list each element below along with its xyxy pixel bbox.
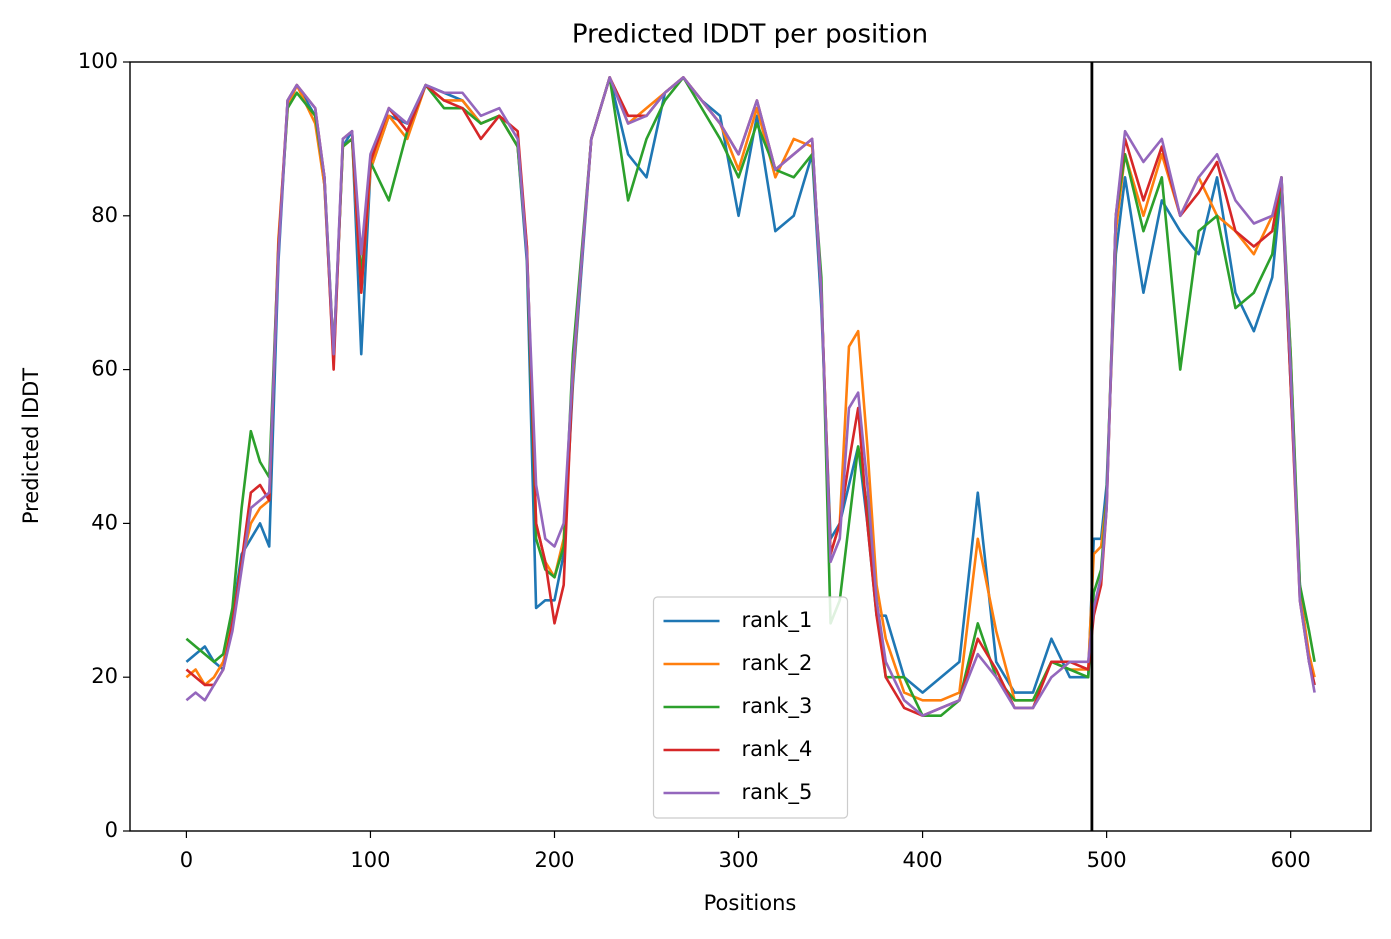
x-tick-label: 200 <box>534 848 574 872</box>
legend: rank_1 rank_2 rank_3 rank_4 rank_5 <box>652 596 849 819</box>
legend-label: rank_5 <box>742 780 813 805</box>
x-tick-label: 400 <box>903 848 943 872</box>
x-tick-label: 0 <box>180 848 193 872</box>
x-tick-label: 300 <box>718 848 758 872</box>
y-tick-label: 80 <box>91 203 118 227</box>
y-tick-label: 40 <box>91 510 118 534</box>
legend-label: rank_1 <box>742 608 813 633</box>
x-tick-label: 100 <box>350 848 390 872</box>
legend-box <box>652 596 849 819</box>
y-axis-label: Predicted lDDT <box>19 368 43 524</box>
x-tick-label: 500 <box>1087 848 1127 872</box>
y-tick-label: 60 <box>91 357 118 381</box>
series-line <box>185 76 1316 717</box>
x-tick-label: 600 <box>1271 848 1311 872</box>
legend-label: rank_3 <box>742 694 813 719</box>
plot-frame <box>129 61 1372 832</box>
y-tick-label: 20 <box>91 664 118 688</box>
x-axis-label: Positions <box>704 891 797 915</box>
chart-title: Predicted lDDT per position <box>572 20 928 50</box>
y-tick-label: 100 <box>78 49 118 73</box>
y-tick-label: 0 <box>105 818 118 842</box>
legend-label: rank_4 <box>742 737 813 762</box>
legend-label: rank_2 <box>742 651 813 676</box>
